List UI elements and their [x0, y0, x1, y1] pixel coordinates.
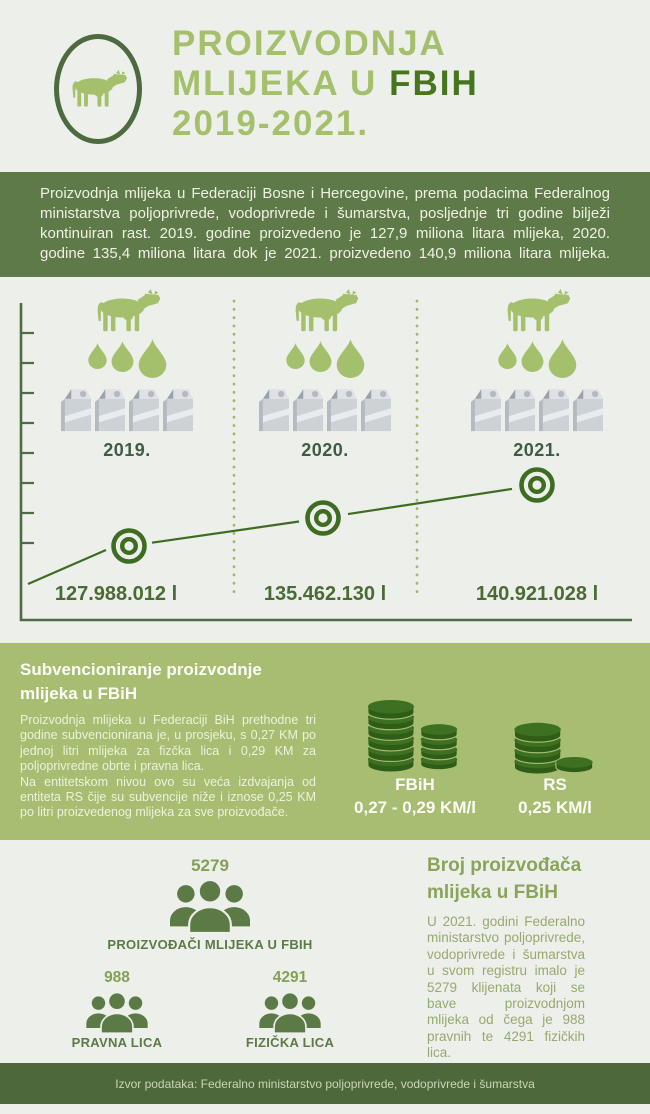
legal-entities-count: 988 — [104, 969, 130, 986]
producers-section: 5279 PROIZVOĐAČI MLIJEKA U FBIH 988 PRAV… — [0, 840, 650, 1063]
milk-drops-icon — [430, 339, 644, 382]
logo-badge — [54, 34, 142, 144]
subsidy-entity-rate: 0,25 KM/l — [518, 798, 592, 817]
cow-icon — [97, 289, 161, 332]
chart-year-label: 2021. — [513, 440, 561, 460]
milk-drops-icon — [21, 339, 233, 382]
chart-value-label: 140.921.028 l — [475, 583, 599, 605]
producers-heading: Broj proizvođača mlijeka u FBiH — [427, 855, 582, 903]
title-line1: PROIZVODNJA — [172, 24, 447, 63]
chart-year-label: 2019. — [103, 440, 151, 460]
subsidy-entity-name: FBiH — [395, 775, 435, 794]
subsidy-paragraph-2: Na entitetskom nivou ovo su veća izdvaja… — [20, 774, 316, 820]
subsidy-entity-name: RS — [543, 775, 567, 794]
people-group-icon — [85, 991, 149, 1034]
milk-cartons-icon — [21, 386, 233, 432]
title-line2-dark: FBIH — [389, 64, 479, 103]
cow-icon — [72, 69, 127, 107]
coin-stack-icon — [513, 722, 594, 775]
total-producers-count: 5279 — [191, 856, 229, 875]
people-group-icon — [258, 991, 322, 1034]
subsidy-text: Proizvodnja mlijeka u Federaciji BiH pre… — [20, 713, 316, 821]
chart-value-label: 135.462.130 l — [263, 583, 387, 605]
milk-production-chart: 2019. 2020. — [0, 277, 650, 643]
trend-line — [27, 487, 513, 586]
chart-column-2020: 2020. — [233, 277, 417, 461]
physical-entities-count: 4291 — [272, 969, 308, 986]
physical-entities-label: FIZIČKA LICA — [245, 1035, 335, 1050]
subsidy-paragraph-1: Proizvodnja mlijeka u Federaciji BiH pre… — [20, 713, 316, 774]
chart-value-label: 127.988.012 l — [54, 583, 178, 605]
subsidy-entity-rate: 0,27 - 0,29 KM/l — [354, 798, 476, 817]
cow-icon — [507, 289, 571, 332]
subsidy-heading: Subvencioniranje proizvodnje mlijeka u F… — [20, 660, 262, 703]
coin-stack-icon — [367, 699, 458, 773]
axis — [19, 303, 632, 622]
chart-year-label: 2020. — [301, 440, 349, 460]
producers-paragraph: U 2021. godini Federalno ministarstvo po… — [427, 914, 585, 1061]
people-group-icon — [168, 878, 252, 935]
chart-axes-and-line — [19, 299, 632, 622]
chart-column-2019: 2019. — [21, 277, 233, 461]
milk-drops-icon — [233, 339, 417, 382]
source-footer: Izvor podataka: Federalno ministarstvo p… — [0, 1063, 650, 1104]
total-producers-label: PROIZVOĐAČI MLIJEKA U FBIH — [107, 937, 313, 952]
axis-ticks — [21, 331, 34, 545]
milk-cartons-icon — [233, 386, 417, 432]
chart-column-2021: 2021. — [430, 277, 644, 461]
intro-paragraph: Proizvodnja mlijeka u Federaciji Bosne i… — [0, 172, 650, 277]
source-text: Izvor podataka: Federalno ministarstvo p… — [115, 1076, 535, 1091]
title-line2-light: MLIJEKA U — [172, 64, 378, 103]
subsidy-section: Subvencioniranje proizvodnje mlijeka u F… — [0, 643, 650, 840]
milk-cartons-icon — [430, 386, 644, 432]
legal-entities-label: PRAVNA LICA — [71, 1035, 163, 1050]
title-line3: 2019-2021. — [172, 104, 370, 143]
header: PROIZVODNJA MLIJEKA U FBIH 2019-2021. — [0, 0, 650, 172]
page-title: PROIZVODNJA MLIJEKA U FBIH 2019-2021. — [172, 24, 479, 144]
cow-icon — [295, 289, 359, 332]
data-point-markers — [111, 467, 555, 564]
